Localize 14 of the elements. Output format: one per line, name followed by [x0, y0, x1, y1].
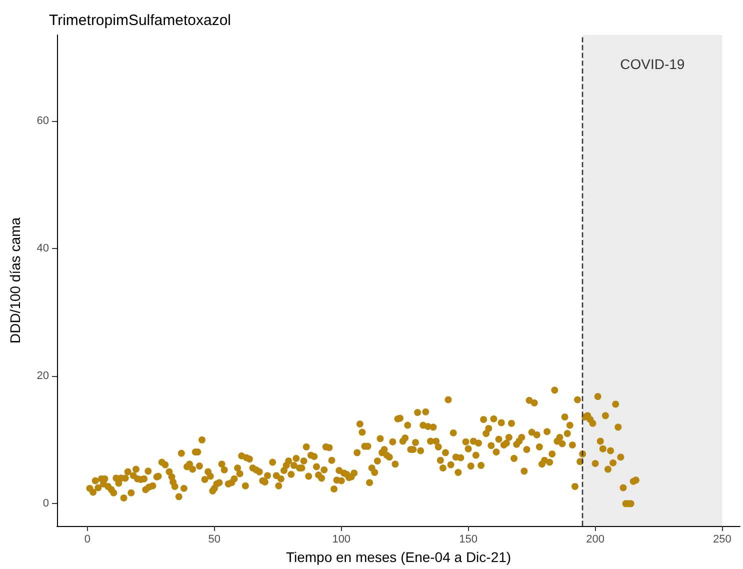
x-axis-title: Tiempo en meses (Ene-04 a Dic-21) — [286, 549, 512, 565]
x-tick-label: 250 — [713, 534, 732, 546]
x-tick-label: 0 — [84, 534, 91, 546]
y-tick-label: 40 — [36, 242, 49, 255]
y-tick-label: 60 — [36, 115, 49, 128]
y-axis-title: DDD/100 días cama — [7, 217, 23, 344]
x-tick-label: 100 — [332, 534, 351, 546]
chart-title: TrimetropimSulfametoxazol — [49, 12, 231, 29]
x-tick-label: 200 — [586, 534, 604, 546]
y-tick-label: 20 — [36, 370, 49, 382]
y-tick-label: 0 — [42, 498, 49, 510]
x-tick-label: 150 — [459, 534, 478, 546]
band-label: COVID-19 — [620, 56, 685, 72]
x-tick-label: 50 — [208, 534, 221, 546]
